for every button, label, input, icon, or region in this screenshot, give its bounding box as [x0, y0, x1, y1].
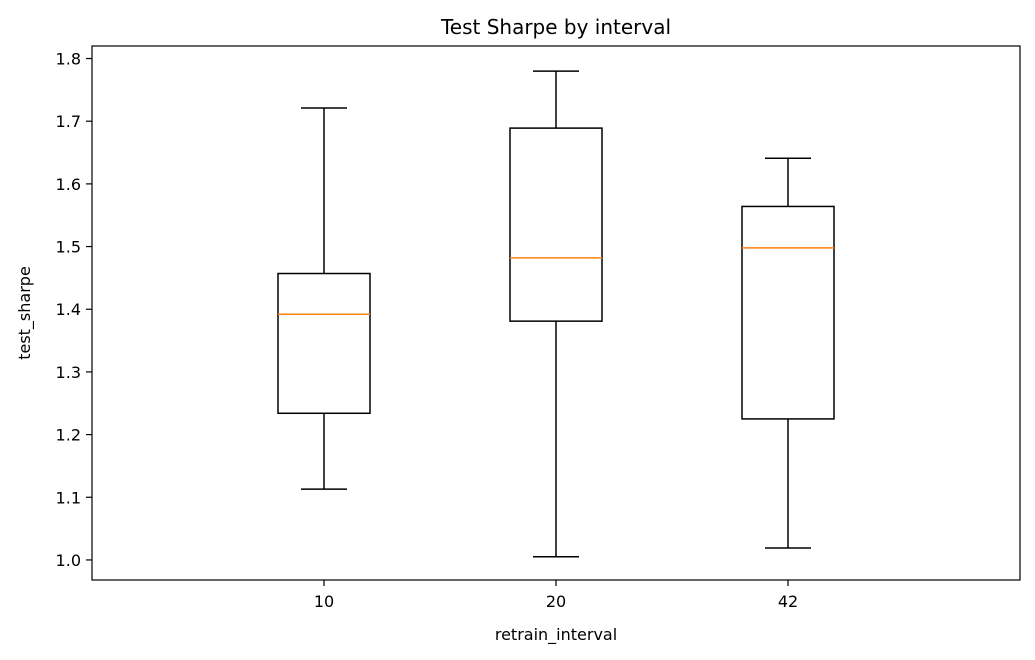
box-10 [277, 107, 371, 490]
y-tick-label: 1.4 [56, 300, 81, 319]
x-tick-label: 10 [314, 592, 334, 611]
box-42 [741, 157, 835, 549]
iqr-box [509, 127, 603, 322]
chart-title: Test Sharpe by interval [440, 15, 671, 39]
y-tick-label: 1.0 [56, 551, 81, 570]
iqr-box [741, 205, 835, 420]
y-tick-label: 1.8 [56, 50, 81, 69]
box-series [277, 70, 835, 558]
x-tick-label: 42 [778, 592, 798, 611]
box-20 [509, 70, 603, 558]
x-axis-ticks: 10 20 42 [314, 580, 798, 611]
y-axis-ticks: 1.0 1.1 1.2 1.3 1.4 1.5 1.6 1.7 1.8 [56, 50, 92, 570]
y-tick-label: 1.5 [56, 238, 81, 257]
y-tick-label: 1.1 [56, 488, 81, 507]
y-tick-label: 1.2 [56, 426, 81, 445]
y-axis-label: test_sharpe [15, 266, 35, 360]
iqr-box [277, 272, 371, 415]
x-axis-label: retrain_interval [495, 625, 617, 645]
y-tick-label: 1.6 [56, 175, 81, 194]
x-tick-label: 20 [546, 592, 566, 611]
y-tick-label: 1.7 [56, 112, 81, 131]
y-tick-label: 1.3 [56, 363, 81, 382]
